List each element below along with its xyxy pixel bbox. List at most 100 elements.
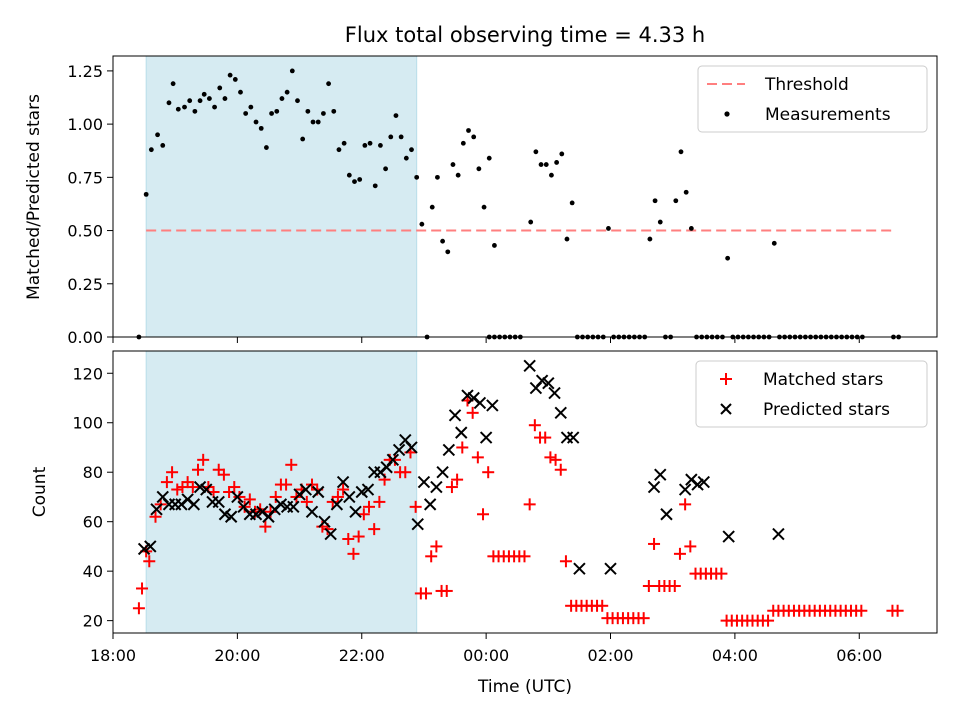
measurement-point <box>440 238 445 244</box>
predicted-point <box>654 468 667 481</box>
matched-point <box>466 406 479 419</box>
measurement-point <box>310 119 316 125</box>
y-tick-label: 20 <box>83 612 103 631</box>
measurement-point <box>346 172 352 178</box>
measurement-point <box>284 89 290 95</box>
predicted-point <box>722 530 735 543</box>
predicted-point <box>305 505 319 518</box>
predicted-point <box>318 515 331 528</box>
measurement-point <box>688 226 694 231</box>
top-panel: Flux total observing time = 4.33 h 0.000… <box>24 23 938 347</box>
measurement-point <box>554 160 560 165</box>
top-x-ticks <box>112 337 860 343</box>
measurement-point <box>274 108 280 114</box>
y-tick-label: 0.50 <box>67 222 103 241</box>
predicted-point <box>405 441 418 454</box>
matched-point <box>191 463 204 476</box>
matched-point <box>855 604 868 617</box>
measurement-point <box>321 111 326 116</box>
predicted-point <box>287 500 300 514</box>
measurement-point <box>606 226 611 231</box>
measurement-point <box>455 172 461 178</box>
measurement-point <box>409 147 414 153</box>
predicted-point <box>231 490 244 504</box>
measurement-point <box>248 104 254 110</box>
measurement-point <box>175 106 181 112</box>
measurement-point <box>300 136 306 142</box>
matched-point <box>482 466 495 479</box>
measurement-point <box>197 98 203 104</box>
measurement-point <box>341 140 347 146</box>
measurement-point <box>331 108 337 114</box>
y-tick-label: 1.00 <box>67 115 103 134</box>
predicted-points <box>137 359 785 575</box>
x-tick-label: 06:00 <box>836 646 882 665</box>
matched-point <box>684 540 697 553</box>
measurement-point <box>222 96 228 101</box>
measurement-point <box>269 111 274 116</box>
measurement-point <box>647 236 653 242</box>
legend-predicted-label: Predicted stars <box>763 400 890 420</box>
measurement-point <box>227 72 233 78</box>
measurement-point <box>771 240 777 246</box>
matched-point <box>554 463 567 476</box>
measurement-point <box>295 98 300 104</box>
measurement-point <box>435 174 440 180</box>
measurement-point <box>486 155 492 161</box>
bottom-legend: Matched stars Predicted stars <box>695 360 928 428</box>
y-tick-label: 0.75 <box>67 168 103 187</box>
y-tick-label: 120 <box>72 364 103 383</box>
measurement-point <box>383 166 388 172</box>
predicted-point <box>697 475 710 489</box>
matched-point <box>357 508 370 521</box>
matched-point <box>642 580 655 592</box>
predicted-point <box>548 386 561 400</box>
bottom-y-label: Count <box>30 466 50 517</box>
predicted-point <box>150 503 163 516</box>
bottom-panel: 20 40 60 80 100 120 18:00 20:00 22:00 00:00 02:00… <box>30 350 938 697</box>
measurement-point <box>450 162 456 167</box>
measurement-point <box>160 143 166 148</box>
matched-point <box>342 533 355 545</box>
matched-point <box>373 495 386 508</box>
measurement-point <box>279 96 285 101</box>
predicted-point <box>144 540 157 553</box>
matched-point <box>440 584 453 597</box>
matched-point <box>451 473 464 486</box>
measurement-point <box>253 119 259 125</box>
measurement-point <box>315 119 321 125</box>
matched-point <box>166 466 179 479</box>
measurement-point <box>460 140 466 146</box>
measurement-point <box>419 221 425 227</box>
y-tick-label: 0.00 <box>67 328 103 347</box>
measurement-point <box>388 134 394 140</box>
matched-point <box>596 599 609 612</box>
y-tick-label: 80 <box>83 463 103 482</box>
top-legend-box <box>697 65 928 133</box>
matched-point <box>143 555 156 568</box>
matched-point <box>637 612 650 625</box>
measurement-point <box>492 243 497 248</box>
matched-point <box>673 547 686 560</box>
top-axes-frame <box>112 55 938 338</box>
measurement-point <box>155 132 160 138</box>
measurement-point <box>305 108 311 114</box>
matched-point <box>132 602 145 615</box>
predicted-point <box>430 480 443 494</box>
measurement-point <box>143 191 149 197</box>
predicted-point <box>187 498 201 511</box>
predicted-point <box>212 495 225 509</box>
matched-point <box>762 614 775 627</box>
measurement-point <box>166 100 172 106</box>
matched-point <box>149 510 162 523</box>
predicted-point <box>523 359 536 373</box>
measurement-point <box>289 68 295 74</box>
matched-point <box>456 441 469 454</box>
predicted-point <box>200 483 213 496</box>
matched-point <box>331 490 344 503</box>
measurement-point <box>238 89 243 95</box>
matched-point <box>549 453 562 466</box>
y-tick-label: 1.25 <box>67 62 103 81</box>
measurement-point <box>357 177 363 182</box>
matched-point <box>347 547 360 560</box>
